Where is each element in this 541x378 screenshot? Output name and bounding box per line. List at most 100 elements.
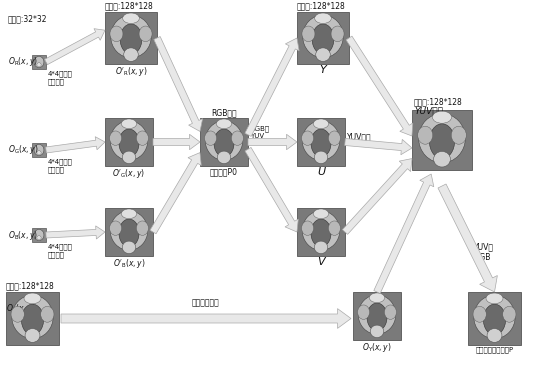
Ellipse shape [486, 293, 503, 304]
Ellipse shape [328, 221, 340, 235]
Ellipse shape [385, 305, 397, 319]
Polygon shape [153, 134, 200, 150]
Ellipse shape [503, 306, 516, 322]
Ellipse shape [370, 293, 385, 302]
Ellipse shape [121, 119, 137, 129]
Ellipse shape [483, 304, 506, 335]
Ellipse shape [41, 306, 54, 322]
Ellipse shape [204, 131, 216, 146]
Text: $O_{\rm Y}(x,y)$: $O_{\rm Y}(x,y)$ [6, 302, 36, 315]
Bar [297, 12, 349, 64]
Ellipse shape [315, 13, 331, 23]
Text: 4*4的像素
复制填充: 4*4的像素 复制填充 [48, 243, 73, 258]
Ellipse shape [433, 152, 451, 167]
Ellipse shape [121, 209, 137, 218]
Bar [6, 292, 59, 345]
Ellipse shape [302, 121, 340, 160]
Ellipse shape [432, 111, 452, 123]
Polygon shape [346, 36, 413, 136]
Ellipse shape [34, 56, 44, 68]
Ellipse shape [119, 219, 139, 247]
Ellipse shape [122, 151, 136, 164]
Text: $O'_{\rm B}(x,y)$: $O'_{\rm B}(x,y)$ [113, 257, 146, 270]
Text: YUV图像: YUV图像 [414, 106, 443, 115]
Ellipse shape [22, 304, 44, 335]
Ellipse shape [25, 328, 40, 342]
Bar [412, 110, 472, 170]
Ellipse shape [119, 129, 139, 157]
Text: 彩色图像P0: 彩色图像P0 [210, 167, 238, 176]
Text: $O_{\rm R}(x,y)$: $O_{\rm R}(x,y)$ [8, 56, 38, 68]
Ellipse shape [139, 26, 152, 42]
Ellipse shape [316, 48, 330, 61]
Ellipse shape [37, 236, 41, 240]
Polygon shape [374, 174, 434, 293]
Text: 分辨率:128*128: 分辨率:128*128 [297, 1, 346, 10]
Text: 4*4的像素
复制填充: 4*4的像素 复制填充 [48, 158, 73, 173]
Text: $O_{\rm G}(x,y)$: $O_{\rm G}(x,y)$ [8, 144, 38, 156]
Text: 4*4的像素
复制填充: 4*4的像素 复制填充 [48, 70, 73, 85]
Ellipse shape [313, 119, 329, 129]
Ellipse shape [302, 211, 340, 250]
Ellipse shape [214, 129, 234, 157]
Text: V: V [317, 257, 325, 267]
Bar [297, 208, 345, 256]
Polygon shape [150, 153, 201, 234]
Text: YUV融合: YUV融合 [347, 133, 372, 142]
Text: 最终彩色重构图像P: 最终彩色重构图像P [476, 346, 513, 353]
Ellipse shape [216, 119, 232, 129]
Ellipse shape [217, 151, 230, 164]
Polygon shape [45, 137, 105, 153]
Bar [32, 143, 46, 157]
Ellipse shape [311, 219, 331, 247]
Bar [200, 118, 248, 166]
Ellipse shape [122, 241, 136, 254]
Ellipse shape [205, 121, 243, 160]
Ellipse shape [328, 131, 340, 146]
Text: $O'_{\rm R}(x,y)$: $O'_{\rm R}(x,y)$ [115, 65, 147, 78]
Polygon shape [245, 147, 298, 232]
Text: 分辨率:128*128: 分辨率:128*128 [6, 281, 55, 290]
Ellipse shape [136, 221, 148, 235]
Text: $O'_{\rm G}(x,y)$: $O'_{\rm G}(x,y)$ [113, 167, 146, 180]
Ellipse shape [301, 131, 314, 146]
Ellipse shape [34, 144, 44, 156]
Ellipse shape [12, 295, 53, 339]
Ellipse shape [110, 221, 122, 235]
Ellipse shape [11, 306, 24, 322]
Polygon shape [248, 134, 297, 150]
Polygon shape [44, 29, 105, 65]
Polygon shape [154, 37, 203, 132]
Text: Y: Y [320, 65, 326, 75]
Ellipse shape [314, 241, 328, 254]
Bar [468, 292, 521, 345]
Ellipse shape [419, 114, 465, 163]
Bar [353, 292, 401, 340]
Ellipse shape [111, 15, 151, 58]
Ellipse shape [136, 131, 148, 146]
Ellipse shape [313, 209, 329, 218]
Text: 分辨率:32*32: 分辨率:32*32 [8, 14, 48, 23]
Text: 作为亮度信号: 作为亮度信号 [192, 299, 220, 307]
Text: $O_{\rm B}(x,y)$: $O_{\rm B}(x,y)$ [8, 228, 38, 242]
Ellipse shape [110, 131, 122, 146]
Text: YUV转
RGB: YUV转 RGB [474, 242, 494, 262]
Ellipse shape [314, 151, 328, 164]
Ellipse shape [123, 13, 140, 23]
Text: 分辨率:128*128: 分辨率:128*128 [105, 1, 154, 10]
Ellipse shape [301, 221, 314, 235]
Text: 分辨率:128*128: 分辨率:128*128 [414, 97, 463, 106]
Ellipse shape [120, 24, 142, 54]
Ellipse shape [37, 151, 41, 155]
Ellipse shape [302, 26, 315, 42]
Ellipse shape [303, 15, 344, 58]
Polygon shape [342, 158, 412, 234]
Ellipse shape [311, 129, 331, 157]
Bar [32, 228, 46, 242]
Ellipse shape [232, 131, 243, 146]
Polygon shape [61, 308, 351, 328]
Polygon shape [438, 184, 497, 292]
Ellipse shape [24, 293, 41, 304]
Ellipse shape [110, 211, 148, 250]
Ellipse shape [124, 48, 138, 61]
